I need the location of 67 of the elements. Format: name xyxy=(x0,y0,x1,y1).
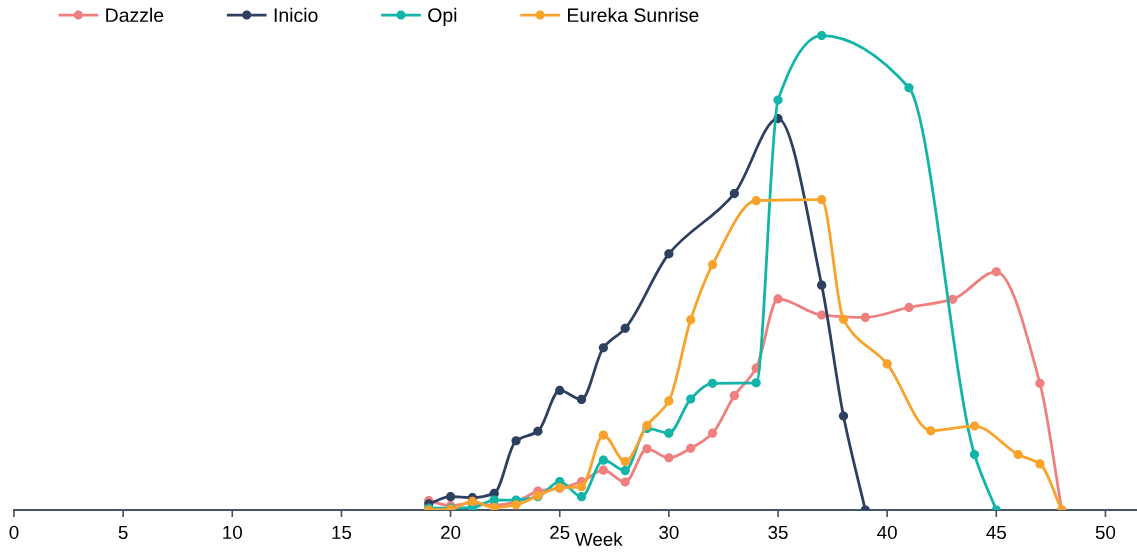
point xyxy=(445,492,456,502)
point xyxy=(664,249,674,259)
legend-label: Opi xyxy=(428,7,457,26)
point xyxy=(1013,449,1023,460)
point xyxy=(969,449,980,460)
point xyxy=(817,30,827,41)
point xyxy=(707,378,718,388)
point xyxy=(817,195,827,205)
point xyxy=(773,95,783,105)
x-axis-title: Week xyxy=(575,532,623,547)
x-tick-label: 15 xyxy=(332,525,352,540)
x-tick-label: 30 xyxy=(659,525,679,540)
x-tick-label: 20 xyxy=(441,525,461,540)
point xyxy=(817,280,827,290)
point xyxy=(686,315,696,325)
point xyxy=(686,394,696,404)
point xyxy=(620,457,630,467)
point xyxy=(576,394,587,405)
point xyxy=(664,428,674,438)
legend-label: Dazzle xyxy=(106,7,164,23)
point xyxy=(969,421,980,431)
point xyxy=(576,492,587,502)
point xyxy=(533,426,543,436)
point xyxy=(555,385,565,396)
point xyxy=(576,482,587,492)
x-tick-label: 25 xyxy=(550,525,570,540)
point xyxy=(838,411,849,421)
point xyxy=(664,453,674,463)
point xyxy=(904,302,914,313)
x-tick-label: 10 xyxy=(223,525,242,540)
point xyxy=(817,310,827,320)
point xyxy=(751,196,761,206)
point xyxy=(838,314,849,324)
x-tick-label: 35 xyxy=(768,525,788,540)
point xyxy=(729,391,739,401)
legend-label: Eureka Sunrise xyxy=(567,7,699,23)
point xyxy=(773,294,783,304)
point xyxy=(620,466,630,476)
point xyxy=(686,443,696,453)
point xyxy=(598,343,608,353)
point xyxy=(642,444,652,454)
x-tick-label: 50 xyxy=(1095,525,1116,540)
point xyxy=(926,426,936,436)
point xyxy=(751,378,761,388)
point xyxy=(882,359,892,369)
point xyxy=(664,396,674,406)
point xyxy=(707,428,718,438)
point xyxy=(511,436,521,446)
point xyxy=(904,83,914,93)
point xyxy=(948,294,958,304)
x-tick-label: 45 xyxy=(986,525,1006,540)
point xyxy=(991,267,1001,277)
legend-label: Inicio xyxy=(274,7,318,23)
point xyxy=(620,477,630,487)
x-tick-label: 0 xyxy=(9,525,19,540)
point xyxy=(729,188,739,199)
point xyxy=(1035,378,1045,388)
point xyxy=(1035,459,1045,469)
point xyxy=(707,260,718,270)
point xyxy=(860,312,870,322)
point xyxy=(489,495,499,505)
point xyxy=(598,465,608,475)
x-tick-label: 5 xyxy=(118,525,128,540)
point xyxy=(598,455,608,465)
point xyxy=(598,430,608,440)
x-tick-label: 40 xyxy=(877,525,897,540)
point xyxy=(620,323,630,333)
